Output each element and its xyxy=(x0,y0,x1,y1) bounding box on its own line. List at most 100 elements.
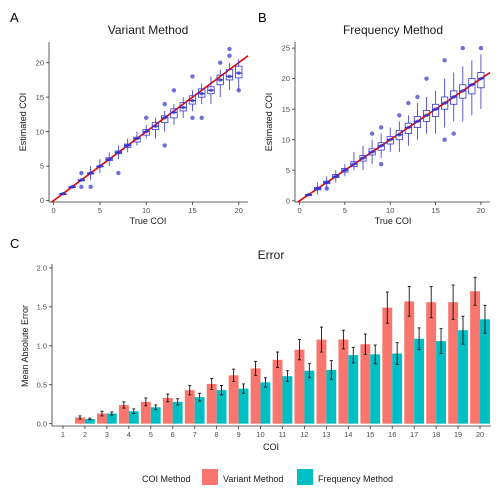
box-20 xyxy=(477,45,485,110)
median-point xyxy=(227,74,232,79)
box-3 xyxy=(77,170,86,190)
median-point xyxy=(107,157,111,162)
median-point xyxy=(424,113,429,118)
x-tick-label: 20 xyxy=(476,430,484,439)
box-7 xyxy=(359,145,367,171)
bar-frequency-2 xyxy=(84,418,95,424)
median-point xyxy=(370,150,374,154)
reference-line xyxy=(51,55,249,203)
outlier-point xyxy=(442,137,447,142)
box xyxy=(413,116,422,128)
box xyxy=(386,136,394,145)
x-tick-label: 15 xyxy=(366,430,374,439)
box-2 xyxy=(314,182,322,195)
error-panel: Error COI Mean Absolute Error 0.0 0.5 1.0 1… xyxy=(20,248,491,452)
x-tick-label: 6 xyxy=(171,430,175,439)
x-tick-label: 5 xyxy=(343,206,347,215)
median-point xyxy=(218,78,223,82)
bar-frequency-13 xyxy=(326,369,337,424)
outlier-point xyxy=(227,53,232,58)
x-axis-label: COI xyxy=(263,442,279,452)
bar-variant-14 xyxy=(338,339,349,424)
legend-title: COI Method xyxy=(142,474,191,484)
bar-variant-16 xyxy=(382,307,393,424)
x-tick-label: 9 xyxy=(236,430,240,439)
chart-title: Variant Method xyxy=(108,23,189,37)
outlier-point xyxy=(143,115,149,121)
outlier-point xyxy=(116,170,121,176)
box xyxy=(225,69,234,81)
outlier-point xyxy=(460,45,465,51)
legend-label-variant: Variant Method xyxy=(223,474,283,484)
panel-tag-b: B xyxy=(258,10,267,25)
outlier-point xyxy=(190,115,195,121)
y-tick-label: 0 xyxy=(40,196,44,205)
box-7 xyxy=(114,145,123,176)
x-tick-label: 12 xyxy=(300,430,308,439)
box xyxy=(459,84,467,99)
median-point xyxy=(343,168,347,173)
y-tick-label: 10 xyxy=(282,135,290,144)
legend-swatch-variant xyxy=(202,469,218,485)
y-axis-label: Estimated COI xyxy=(18,93,28,152)
bar-frequency-3 xyxy=(106,413,117,424)
box-2 xyxy=(68,185,76,189)
median-point xyxy=(70,185,74,189)
box-1 xyxy=(59,191,67,196)
box-6 xyxy=(350,151,358,171)
legend-label-frequency: Frequency Method xyxy=(318,474,393,484)
x-tick-label: 5 xyxy=(98,206,102,215)
bar-variant-19 xyxy=(448,302,459,424)
box-14 xyxy=(422,76,431,134)
y-tick-label: 1.5 xyxy=(37,302,47,311)
bar-frequency-11 xyxy=(282,376,293,424)
box xyxy=(422,109,431,122)
reference-line xyxy=(297,71,491,203)
outlier-point xyxy=(406,100,411,106)
bar-variant-17 xyxy=(404,301,415,424)
box-1 xyxy=(305,192,313,197)
median-point xyxy=(135,136,139,141)
median-point xyxy=(406,125,411,130)
y-tick-label: 5 xyxy=(40,162,44,171)
bar-frequency-14 xyxy=(348,355,359,424)
median-point xyxy=(442,101,447,105)
median-point xyxy=(397,133,402,137)
bar-frequency-17 xyxy=(414,338,425,424)
box-12 xyxy=(404,100,412,146)
box-10 xyxy=(386,127,394,152)
y-tick-label: 25 xyxy=(282,44,290,53)
x-tick-label: 8 xyxy=(215,430,219,439)
median-point xyxy=(388,137,393,142)
bar-variant-11 xyxy=(272,359,283,424)
outlier-point xyxy=(79,170,84,176)
outlier-point xyxy=(162,101,167,107)
outlier-point xyxy=(218,60,223,65)
x-tick-label: 10 xyxy=(142,206,150,215)
x-tick-label: 17 xyxy=(410,430,418,439)
box-11 xyxy=(151,117,160,139)
outlier-point xyxy=(162,143,167,148)
median-point xyxy=(172,110,176,115)
box-4 xyxy=(87,166,95,190)
median-point xyxy=(209,88,213,93)
box-16 xyxy=(441,58,449,142)
box xyxy=(377,142,385,151)
median-point xyxy=(162,116,167,120)
outlier-point xyxy=(397,113,402,118)
x-tick-label: 14 xyxy=(344,430,352,439)
bar-frequency-7 xyxy=(194,397,205,424)
box-13 xyxy=(413,94,422,140)
box xyxy=(170,108,178,119)
median-point xyxy=(125,143,130,148)
median-point xyxy=(181,105,186,110)
box-4 xyxy=(332,170,340,183)
bar-frequency-5 xyxy=(150,407,161,424)
box-17 xyxy=(207,76,215,105)
bar-variant-9 xyxy=(228,375,239,424)
bar-frequency-12 xyxy=(304,370,315,424)
median-point xyxy=(451,95,456,99)
x-tick-label: 18 xyxy=(432,430,440,439)
bar-variant-3 xyxy=(96,413,107,424)
